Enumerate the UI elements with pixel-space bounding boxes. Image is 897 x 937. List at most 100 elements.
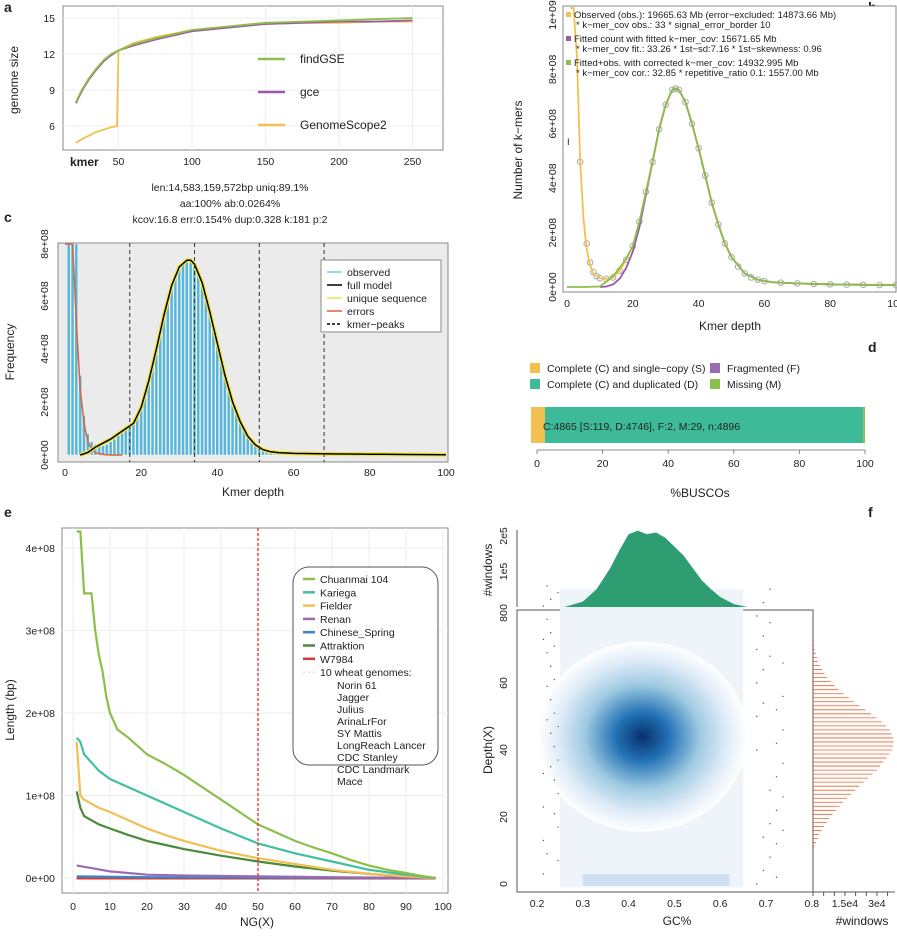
- outlier-point: [763, 870, 764, 871]
- legend-label: Renan: [320, 614, 351, 626]
- outlier-point: [769, 589, 770, 590]
- legend-label: Kariega: [320, 587, 356, 599]
- x-tick-label: 30: [178, 901, 190, 913]
- y-tick-label: 8e+08: [39, 229, 51, 259]
- x-axis-label: GC%: [663, 914, 692, 928]
- plot-title: len:14,583,159,572bp uniq:89.1%: [151, 182, 308, 194]
- observed-bar: [121, 431, 124, 455]
- legend-label: * k−mer_cov obs.: 33 * signal_error_bord…: [576, 20, 771, 31]
- outlier-point: [756, 682, 757, 683]
- outlier-point: [769, 857, 770, 858]
- legend-label: * k−mer_cov fit.: 33.26 * 1st−sd:7.16 * …: [576, 44, 822, 55]
- y-tick-label: 2e5: [498, 527, 510, 545]
- x-tick-label: 20: [627, 298, 639, 310]
- x-tick-label: 60: [759, 298, 771, 310]
- x-tick-label: 50: [252, 901, 264, 913]
- x-tick-label: 0.7: [759, 898, 774, 910]
- outlier-point: [782, 830, 783, 831]
- observed-bar: [117, 435, 120, 455]
- y-tick-label: 1e5: [498, 563, 510, 581]
- outlier-point: [543, 840, 544, 841]
- x-tick-label: 40: [212, 467, 224, 479]
- outlier-point: [550, 699, 551, 700]
- observed-bar: [170, 285, 173, 455]
- y-axis-label: Frequency: [3, 324, 17, 381]
- observed-bar: [220, 360, 223, 455]
- x-tick-label: 3e4: [868, 898, 886, 910]
- outlier-point: [557, 826, 558, 827]
- observed-bar: [155, 349, 158, 455]
- outlier-point: [554, 813, 555, 814]
- observed-bar: [185, 260, 188, 455]
- outlier-point: [763, 836, 764, 837]
- legend-label: Attraktion: [320, 641, 365, 653]
- outlier-point: [554, 679, 555, 680]
- y-tick-label: 40: [498, 744, 510, 756]
- y-tick-label: 6e+08: [547, 109, 559, 139]
- panel-label-d: d: [868, 339, 877, 355]
- y-tick-label: 9: [49, 85, 55, 97]
- busco-summary: C:4865 [S:119, D:4746], F:2, M:29, n:489…: [543, 421, 740, 433]
- outlier-point: [550, 733, 551, 734]
- legend-member: CDC Stanley: [337, 752, 398, 764]
- outlier-point: [763, 702, 764, 703]
- x-tick-label: 80: [794, 458, 806, 470]
- x-tick-label: 40: [215, 901, 227, 913]
- x-tick-label: 250: [404, 156, 422, 168]
- outlier-point: [546, 585, 547, 586]
- outlier-point: [782, 662, 783, 663]
- observed-bar: [212, 328, 215, 455]
- x-tick-label: 100: [856, 458, 874, 470]
- outlier-point: [550, 632, 551, 633]
- legend-label: kmer−peaks: [347, 319, 404, 331]
- outlier-point: [557, 592, 558, 593]
- x-axis-label: #windows: [836, 914, 889, 928]
- outlier-point: [554, 645, 555, 646]
- outlier-point: [546, 719, 547, 720]
- y-tick-label: 6e+08: [39, 281, 51, 311]
- x-tick-label: 0.8: [804, 898, 819, 910]
- legend-label: W7984: [320, 654, 353, 666]
- legend-label: findGSE: [300, 52, 345, 66]
- y-tick-label: 15: [43, 13, 55, 25]
- outlier-point: [546, 619, 547, 620]
- outlier-point: [769, 656, 770, 657]
- outlier-point: [782, 796, 783, 797]
- legend-label: * k−mer_cov cor.: 32.85 * repetitive_rat…: [576, 68, 819, 79]
- observed-bar: [197, 272, 200, 455]
- x-tick-label: 100: [183, 156, 201, 168]
- legend-member: Julius: [337, 704, 364, 716]
- outlier-point: [550, 766, 551, 767]
- legend-group-label: 10 wheat genomes:: [320, 667, 412, 679]
- outlier-point: [756, 649, 757, 650]
- observed-bar: [151, 365, 154, 455]
- observed-bar: [67, 244, 70, 455]
- y-tick-label: 12: [43, 49, 55, 61]
- x-tick-label: 40: [693, 298, 705, 310]
- x-tick-label: 0: [534, 458, 540, 470]
- y-tick-label: 0: [498, 881, 510, 887]
- outlier-point: [557, 759, 558, 760]
- x-tick-label: 0: [62, 467, 68, 479]
- outlier-point: [543, 773, 544, 774]
- density-peak: [537, 642, 747, 832]
- x-tick-label: 60: [728, 458, 740, 470]
- legend-label: observed: [347, 267, 390, 279]
- busco-segment: [863, 407, 865, 443]
- outlier-point: [554, 746, 555, 747]
- x-tick-label: 80: [363, 901, 375, 913]
- legend-label: gce: [300, 85, 320, 99]
- y-axis-label: Number of k−mers: [511, 100, 525, 199]
- x-tick-label: 0.2: [530, 898, 545, 910]
- outlier-point: [769, 790, 770, 791]
- legend-label: errors: [347, 306, 374, 318]
- legend-label: GenomeScope2: [300, 118, 387, 132]
- legend-member: SY Mattis: [337, 728, 382, 740]
- outlier-point: [550, 666, 551, 667]
- observed-bar: [109, 442, 112, 455]
- x-tick-label: 100: [437, 467, 455, 479]
- plot-title: kcov:16.8 err:0.154% dup:0.328 k:181 p:2: [133, 214, 328, 226]
- x-tick-label: 40: [662, 458, 674, 470]
